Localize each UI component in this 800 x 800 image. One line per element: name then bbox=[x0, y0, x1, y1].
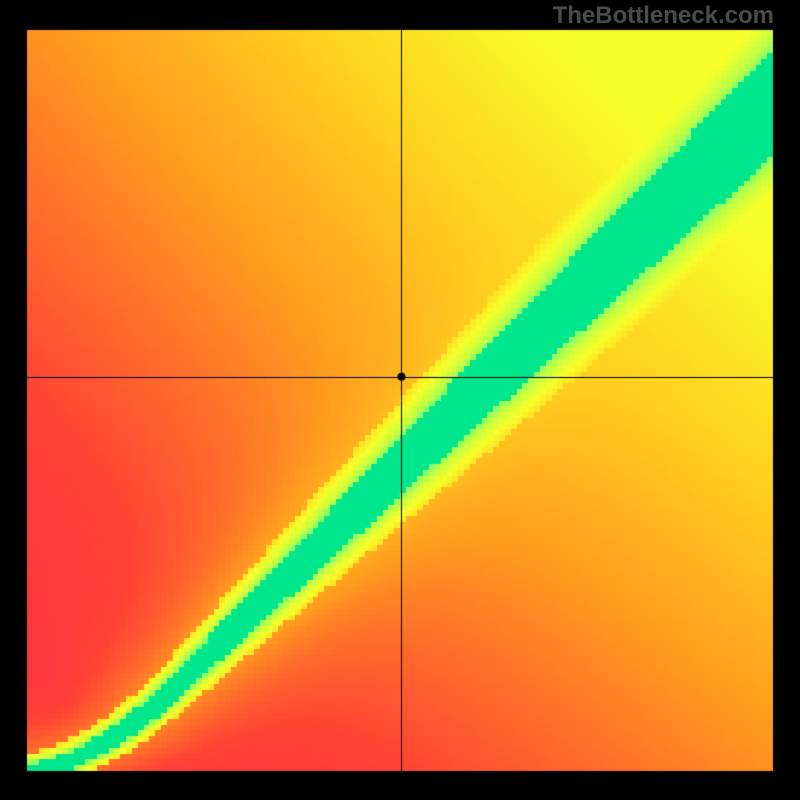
chart-container: TheBottleneck.com bbox=[0, 0, 800, 800]
bottleneck-heatmap bbox=[0, 0, 800, 800]
watermark-text: TheBottleneck.com bbox=[553, 2, 774, 30]
